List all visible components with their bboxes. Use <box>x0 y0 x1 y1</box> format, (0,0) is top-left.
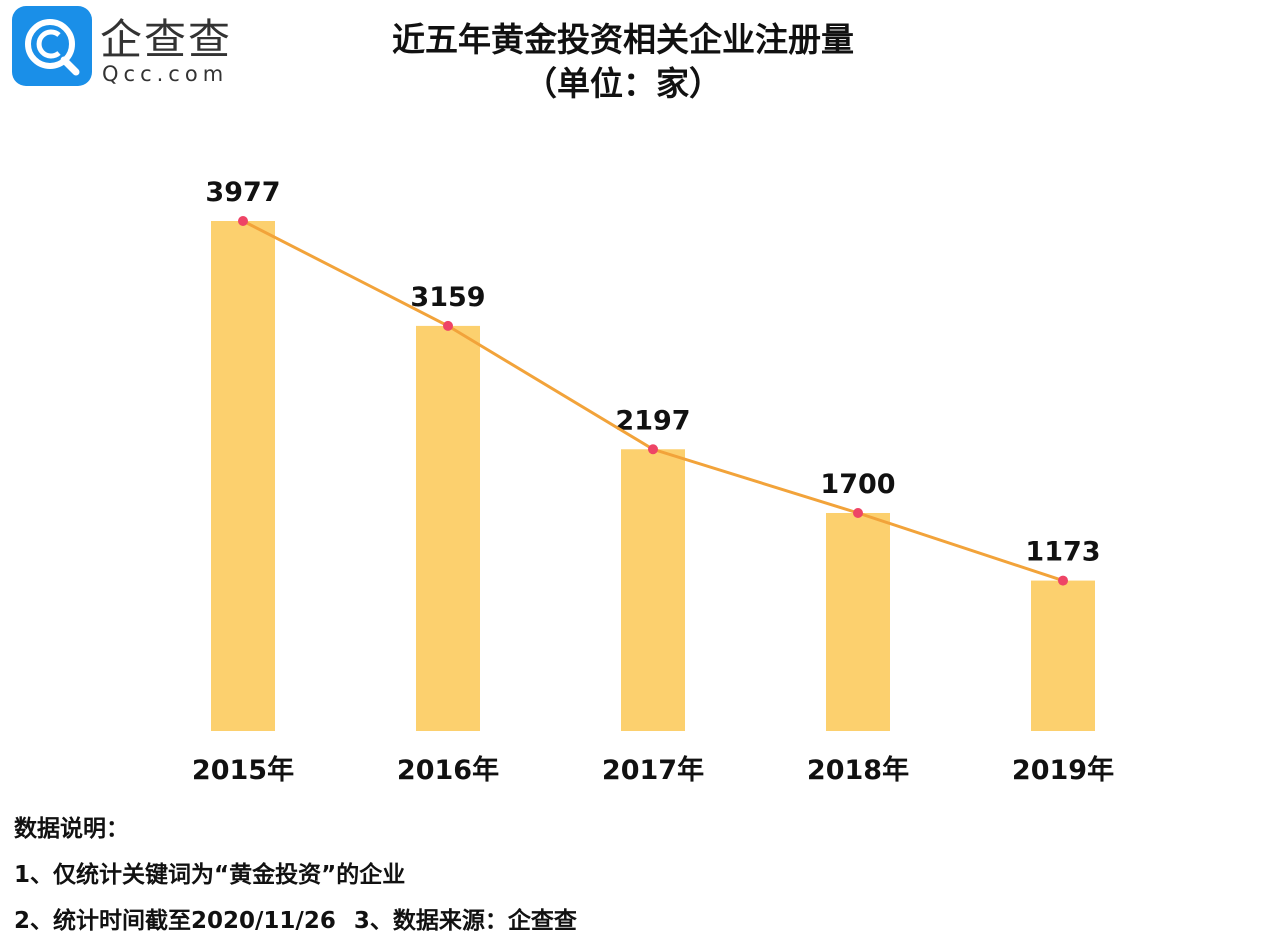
data-label: 2197 <box>615 405 690 436</box>
bar-2018年 <box>826 512 890 731</box>
chart-title-unit: （单位：家） <box>524 64 722 103</box>
data-label: 1173 <box>1025 537 1100 568</box>
bar-2019年 <box>1031 580 1095 731</box>
logo-text-en: Qcc.com <box>102 62 229 86</box>
x-tick-label: 2016年 <box>397 754 499 786</box>
trend-point-2018年 <box>853 507 863 518</box>
qcc-logo-icon <box>12 6 92 86</box>
trend-point-2019年 <box>1058 575 1068 586</box>
trend-point-2016年 <box>443 320 453 331</box>
x-tick-label: 2019年 <box>1012 754 1114 786</box>
data-label: 3159 <box>410 282 485 313</box>
bar-2015年 <box>211 221 275 731</box>
chart-title: 近五年黄金投资相关企业注册量 （单位：家） <box>0 18 1246 106</box>
bar-2016年 <box>416 325 480 731</box>
chart-title-main: 近五年黄金投资相关企业注册量 <box>392 20 854 59</box>
notes-line-2b: 3、数据来源：企查查 <box>353 908 577 934</box>
trend-point-2015年 <box>238 216 248 226</box>
x-tick-label: 2015年 <box>192 754 294 786</box>
x-tick-label: 2017年 <box>602 754 704 786</box>
trend-point-2017年 <box>648 444 658 455</box>
notes-line-2a: 2、统计时间截至2020/11/26 <box>14 908 336 934</box>
notes-heading: 数据说明： <box>14 816 129 842</box>
notes-line-2: 2、统计时间截至2020/11/26 3、数据来源：企查查 <box>14 898 577 944</box>
data-label: 3977 <box>205 177 280 208</box>
x-tick-label: 2018年 <box>807 754 909 786</box>
notes-line-1: 1、仅统计关键词为“黄金投资”的企业 <box>14 862 406 888</box>
logo-text-cn: 企查查 <box>100 15 233 64</box>
qcc-logo: 企查查 Qcc.com <box>12 6 252 90</box>
data-label: 1700 <box>820 469 895 500</box>
bar-line-chart: 3977 2015年 3159 2016年 2197 2017年 1700 2018年 1173… <box>192 177 1114 786</box>
data-notes: 数据说明： 1、仅统计关键词为“黄金投资”的企业 2、统计时间截至2020/11… <box>14 806 577 944</box>
bar-2017年 <box>621 449 685 731</box>
